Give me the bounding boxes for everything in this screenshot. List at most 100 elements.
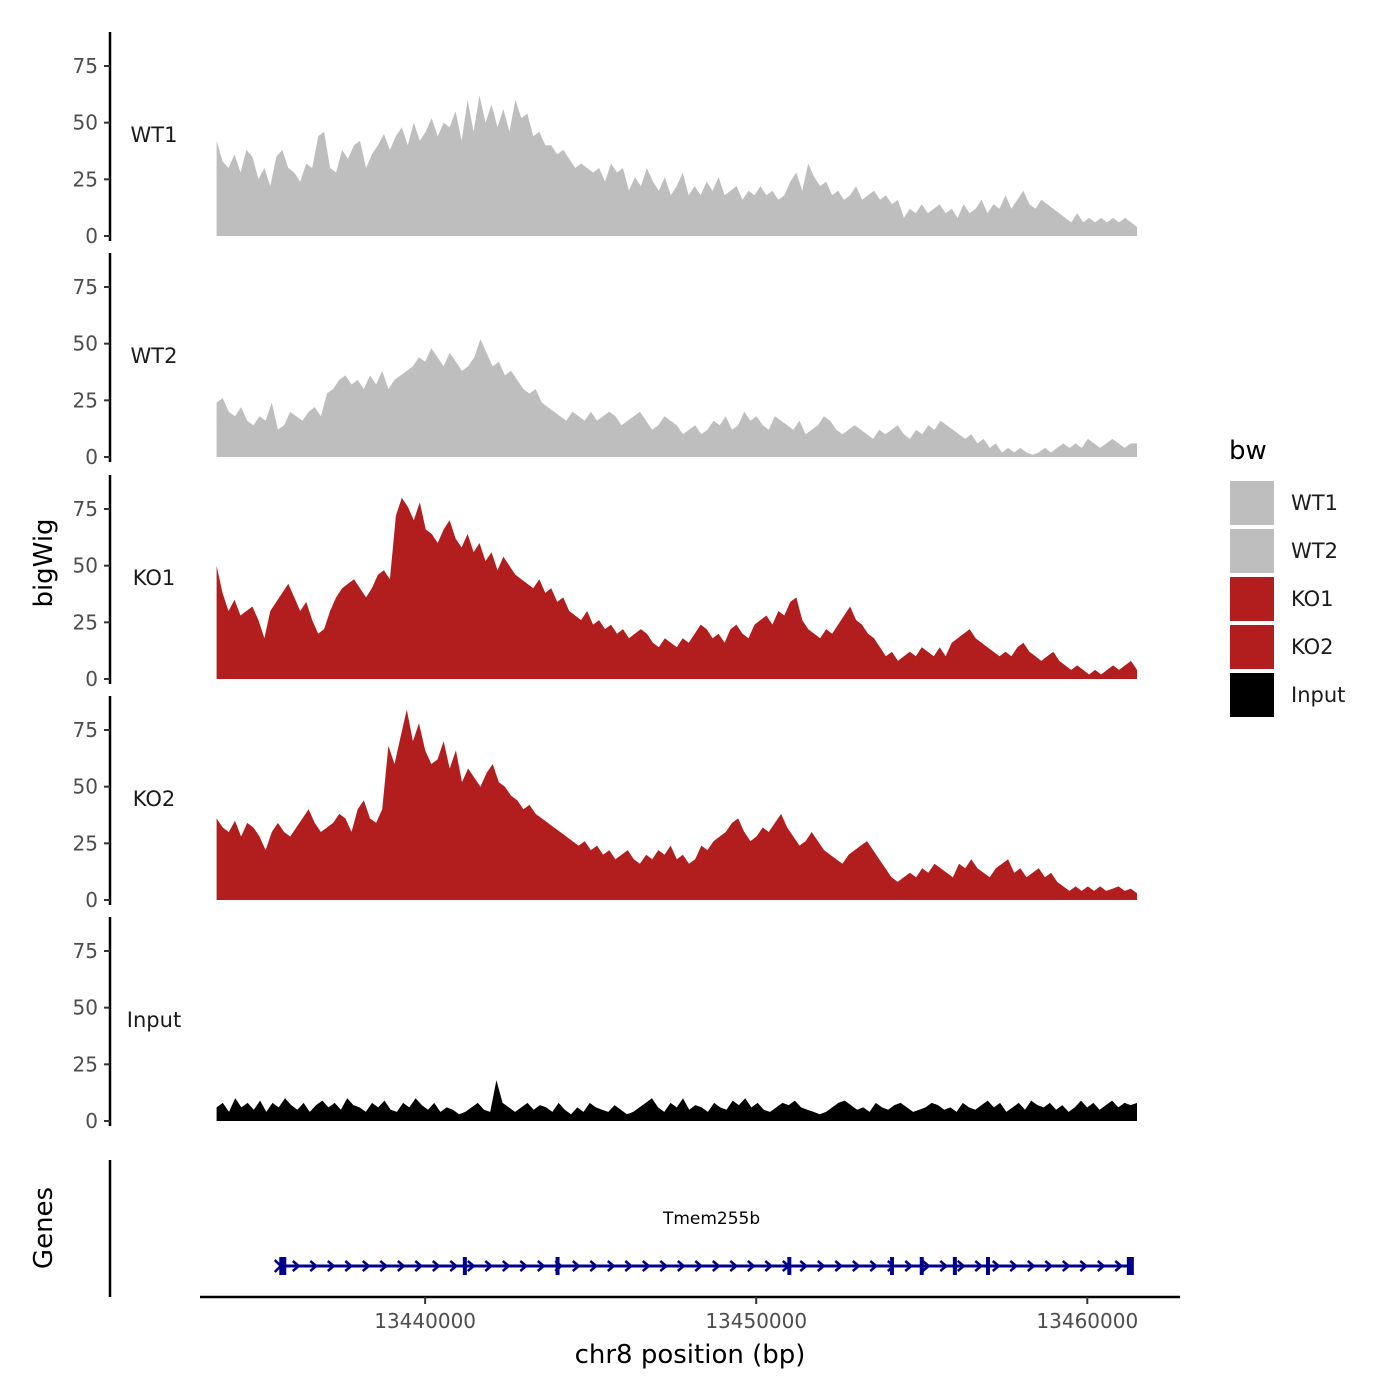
- coverage-area-ko1: [216, 497, 1138, 679]
- strand-arrow: [484, 1260, 494, 1272]
- y-tick-label: 25: [73, 831, 98, 855]
- y-tick-label: 25: [73, 167, 98, 191]
- legend-label-ko2: KO2: [1291, 635, 1334, 659]
- legend-title: bw: [1229, 436, 1267, 466]
- y-tick-label: 25: [73, 1052, 98, 1076]
- strand-arrow: [536, 1260, 546, 1272]
- track-wt1: 0 25 50 75 WT1: [73, 32, 1138, 248]
- coverage-area-wt2: [216, 339, 1138, 457]
- strand-arrow: [414, 1260, 424, 1272]
- legend: bw WT1 WT2 KO1 KO2 Input: [1228, 436, 1345, 719]
- exon: [1126, 1257, 1134, 1275]
- strand-arrow: [676, 1260, 686, 1272]
- x-axis: 13440000 13450000 13460000: [200, 1295, 1180, 1333]
- track-ko2: 0 25 50 75 KO2: [73, 696, 1138, 912]
- strand-arrow: [641, 1260, 651, 1272]
- gene-label: Tmem255b: [662, 1209, 760, 1229]
- strand-arrow: [694, 1260, 704, 1272]
- legend-key-wt2: [1228, 527, 1276, 575]
- track-label: WT1: [131, 123, 178, 147]
- legend-label-wt2: WT2: [1291, 539, 1338, 563]
- track-label: WT2: [131, 344, 178, 368]
- y-axis-title: bigWig: [29, 518, 59, 607]
- strand-arrow: [379, 1260, 389, 1272]
- y-tick-label: 75: [73, 497, 98, 521]
- y-tick-label: 75: [73, 718, 98, 742]
- y-tick-label: 75: [73, 54, 98, 78]
- exon: [787, 1257, 792, 1275]
- y-tick-label: 50: [73, 111, 98, 135]
- strand-arrow: [834, 1260, 844, 1272]
- exon: [279, 1257, 287, 1275]
- track-ko1: 0 25 50 75 KO1: [73, 475, 1138, 691]
- strand-arrow: [326, 1260, 336, 1272]
- exon: [889, 1257, 894, 1275]
- x-tick-label: 13450000: [705, 1309, 807, 1333]
- legend-label-ko1: KO1: [1291, 587, 1334, 611]
- track-label: KO1: [133, 566, 176, 590]
- y-tick-label: 0: [85, 224, 98, 248]
- y-tick-label: 50: [73, 996, 98, 1020]
- strand-arrow: [273, 1259, 283, 1273]
- strand-arrow: [956, 1260, 966, 1272]
- strand-arrow: [1061, 1260, 1071, 1272]
- track-wt2: 0 25 50 75 WT2: [73, 253, 1138, 469]
- y-tick-label: 50: [73, 775, 98, 799]
- strand-arrow: [361, 1260, 371, 1272]
- strand-arrow: [816, 1260, 826, 1272]
- y-tick-label: 25: [73, 610, 98, 634]
- y-tick-label: 0: [85, 1109, 98, 1133]
- coverage-area-ko2: [216, 709, 1138, 900]
- x-tick-label: 13460000: [1036, 1309, 1138, 1333]
- strand-arrow: [1026, 1260, 1036, 1272]
- genes-panel: Tmem255b: [108, 1160, 1134, 1297]
- strand-arrow: [624, 1260, 634, 1272]
- coverage-area-input: [216, 1080, 1138, 1121]
- exon: [555, 1257, 560, 1275]
- legend-label-input: Input: [1291, 683, 1345, 707]
- exon: [952, 1257, 957, 1275]
- strand-arrow: [711, 1260, 721, 1272]
- track-label: Input: [127, 1008, 181, 1032]
- y-tick-label: 50: [73, 332, 98, 356]
- strand-arrow: [1044, 1260, 1054, 1272]
- strand-arrow: [939, 1260, 949, 1272]
- legend-key-input: [1228, 671, 1276, 719]
- strand-arrow: [659, 1260, 669, 1272]
- strand-arrow: [764, 1260, 774, 1272]
- track-input: 0 25 50 75 Input: [73, 917, 1138, 1133]
- legend-label-wt1: WT1: [1291, 491, 1338, 515]
- exon: [919, 1257, 924, 1275]
- legend-key-wt1: [1228, 479, 1276, 527]
- strand-arrow: [991, 1260, 1001, 1272]
- strand-arrow: [974, 1260, 984, 1272]
- track-label: KO2: [133, 787, 176, 811]
- strand-arrow: [589, 1260, 599, 1272]
- legend-key-ko1: [1228, 575, 1276, 623]
- strand-arrow: [606, 1260, 616, 1272]
- genes-panel-title: Genes: [29, 1187, 59, 1269]
- strand-arrow: [571, 1260, 581, 1272]
- strand-arrow: [869, 1260, 879, 1272]
- strand-arrow: [291, 1260, 301, 1272]
- x-tick-label: 13440000: [374, 1309, 476, 1333]
- legend-key-ko2: [1228, 623, 1276, 671]
- strand-arrow: [904, 1260, 914, 1272]
- y-tick-label: 0: [85, 667, 98, 691]
- strand-arrow: [449, 1260, 459, 1272]
- strand-arrow: [921, 1260, 931, 1272]
- y-tick-label: 75: [73, 939, 98, 963]
- strand-arrow: [466, 1260, 476, 1272]
- strand-arrow: [851, 1260, 861, 1272]
- y-tick-label: 0: [85, 888, 98, 912]
- strand-arrow: [729, 1260, 739, 1272]
- strand-arrow: [396, 1260, 406, 1272]
- strand-arrow: [1079, 1260, 1089, 1272]
- strand-arrow: [1009, 1260, 1019, 1272]
- strand-arrow: [431, 1260, 441, 1272]
- strand-arrow: [309, 1260, 319, 1272]
- strand-arrow: [501, 1260, 511, 1272]
- coverage-area-wt1: [216, 95, 1138, 236]
- tracks-layer: 0 25 50 75 WT1 0 25 50 75 WT2 0 25 50 75 KO1 0 25 50 75 KO2…: [73, 32, 1138, 1133]
